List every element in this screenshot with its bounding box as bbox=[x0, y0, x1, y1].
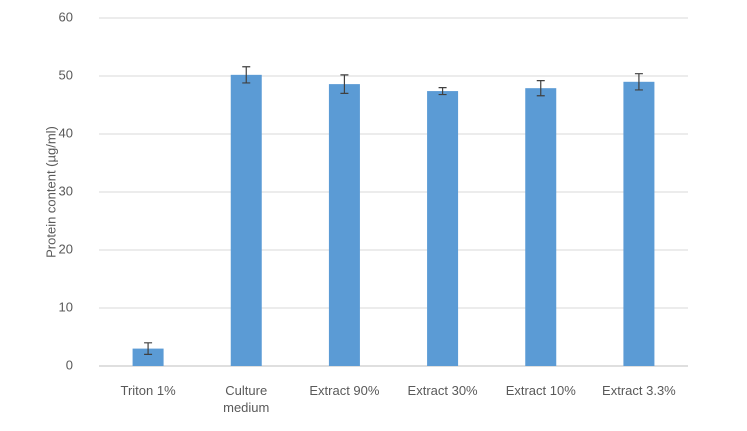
y-tick-label: 30 bbox=[59, 183, 73, 198]
x-tick-label: Culture medium bbox=[223, 383, 270, 415]
y-tick-label: 50 bbox=[59, 67, 73, 82]
error-bar bbox=[242, 66, 251, 84]
bar bbox=[132, 348, 164, 366]
x-tick-label: Triton 1% bbox=[120, 383, 176, 398]
x-tick-label: Extract 30% bbox=[407, 383, 478, 398]
error-bar bbox=[144, 342, 153, 355]
error-bar bbox=[340, 74, 349, 94]
x-tick-label: Extract 10% bbox=[505, 383, 576, 398]
error-bar bbox=[634, 73, 643, 91]
y-axis-title: Protein content (µg/ml) bbox=[43, 126, 58, 258]
error-bar bbox=[536, 80, 545, 97]
bar bbox=[328, 84, 360, 367]
bar bbox=[623, 81, 655, 367]
bar bbox=[230, 74, 262, 366]
y-tick-label: 0 bbox=[66, 357, 73, 372]
y-tick-label: 60 bbox=[59, 9, 73, 24]
error-bar bbox=[438, 87, 447, 96]
x-tick-label: Extract 3.3% bbox=[602, 383, 676, 398]
bar bbox=[427, 91, 459, 366]
y-tick-label: 20 bbox=[59, 241, 73, 256]
y-tick-label: 10 bbox=[59, 299, 73, 314]
bar bbox=[525, 88, 557, 367]
x-tick-label: Extract 90% bbox=[309, 383, 380, 398]
y-tick-label: 40 bbox=[59, 125, 73, 140]
